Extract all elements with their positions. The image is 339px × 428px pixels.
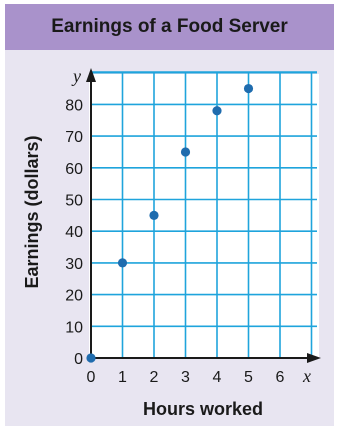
y-tick-label: 50 <box>65 193 83 210</box>
x-axis-arrow <box>307 353 321 363</box>
y-axis-title: Earnings (dollars) <box>22 135 42 288</box>
x-tick-label: 5 <box>244 369 253 386</box>
grid-lines <box>91 71 317 358</box>
scatter-plot: 0 10 20 30 40 50 60 70 80 0 1 2 3 4 5 6 y x Hours worke… <box>22 66 321 419</box>
data-point <box>243 83 254 94</box>
x-axis-variable: x <box>302 366 311 386</box>
chart-title: Earnings of a Food Server <box>51 16 288 37</box>
y-tick-label: 10 <box>65 319 83 336</box>
x-tick-label: 1 <box>118 369 127 386</box>
data-point <box>180 147 191 157</box>
axes <box>86 68 321 363</box>
chart-card: Earnings of a Food Server 0 10 20 30 40 50 60 7… <box>5 4 334 426</box>
x-tick-label: 6 <box>276 369 285 386</box>
data-point <box>117 258 128 268</box>
y-tick-label: 80 <box>65 97 83 114</box>
y-axis-variable: y <box>71 66 81 86</box>
y-tick-label: 40 <box>65 224 83 241</box>
data-point <box>86 353 96 363</box>
y-tick-label: 70 <box>65 129 83 146</box>
x-tick-label: 3 <box>181 369 190 386</box>
y-tick-label: 30 <box>65 256 83 273</box>
chart-title-bar: Earnings of a Food Server <box>5 4 334 50</box>
x-tick-label: 4 <box>213 369 222 386</box>
data-points <box>86 83 254 363</box>
data-point <box>212 106 222 116</box>
data-point <box>149 210 159 220</box>
x-tick-label: 0 <box>87 369 96 386</box>
x-tick-label: 2 <box>150 369 159 386</box>
tick-labels: 0 10 20 30 40 50 60 70 80 0 1 2 3 4 5 6 <box>65 97 284 386</box>
y-tick-label: 0 <box>74 351 83 368</box>
plot-area <box>89 74 319 359</box>
y-tick-label: 60 <box>65 161 83 178</box>
y-axis-arrow <box>86 68 96 82</box>
y-tick-label: 20 <box>65 288 83 305</box>
x-axis-title: Hours worked <box>143 399 263 419</box>
